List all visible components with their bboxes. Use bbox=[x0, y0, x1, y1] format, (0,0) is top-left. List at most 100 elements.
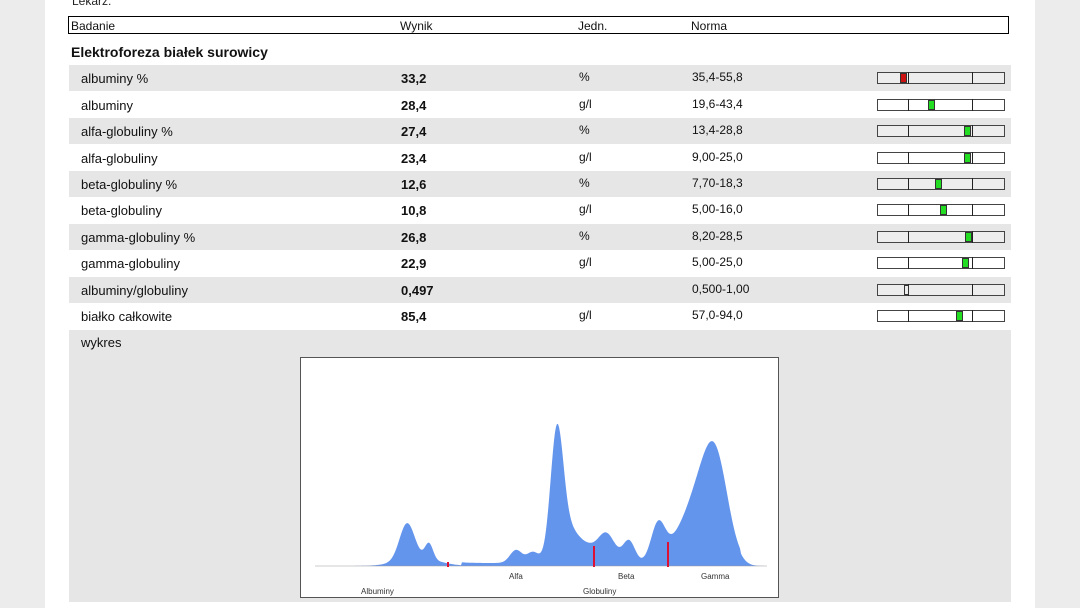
test-name: alfa-globuliny % bbox=[81, 124, 173, 139]
gauge-high-tick bbox=[972, 284, 973, 296]
gauge-low-tick bbox=[908, 257, 909, 269]
test-norm: 8,20-28,5 bbox=[692, 229, 743, 243]
gauge-low-tick bbox=[908, 99, 909, 111]
range-gauge bbox=[877, 152, 1005, 164]
test-value: 0,497 bbox=[401, 283, 434, 298]
gauge-marker bbox=[956, 311, 963, 321]
chart-label: wykres bbox=[81, 335, 122, 350]
test-norm: 9,00-25,0 bbox=[692, 150, 743, 164]
range-gauge bbox=[877, 72, 1005, 84]
test-norm: 13,4-28,8 bbox=[692, 123, 743, 137]
range-gauge bbox=[877, 178, 1005, 190]
test-name: beta-globuliny % bbox=[81, 177, 178, 192]
table-row: gamma-globuliny % 26,8% 8,20-28,5 bbox=[69, 224, 1011, 250]
gauge-low-tick bbox=[908, 152, 909, 164]
range-gauge bbox=[877, 284, 1005, 296]
gauge-high-tick bbox=[972, 125, 973, 137]
test-unit: % bbox=[579, 229, 590, 243]
range-gauge bbox=[877, 125, 1005, 137]
gauge-low-tick bbox=[908, 231, 909, 243]
test-norm: 7,70-18,3 bbox=[692, 176, 743, 190]
table-row: gamma-globuliny 22,9 g/l 5,00-25,0 bbox=[69, 250, 1011, 276]
gauge-high-tick bbox=[972, 152, 973, 164]
test-unit: g/l bbox=[579, 97, 592, 111]
section-title: Elektroforeza białek surowicy bbox=[71, 44, 268, 60]
electrophoresis-curve bbox=[315, 423, 767, 566]
gauge-marker bbox=[962, 258, 969, 268]
gauge-low-tick bbox=[908, 72, 909, 84]
range-gauge bbox=[877, 310, 1005, 322]
table-header: Badanie Wynik Jedn. Norma bbox=[68, 16, 1009, 34]
gauge-low-tick bbox=[908, 125, 909, 137]
table-row: alfa-globuliny % 27,4% 13,4-28,8 bbox=[69, 118, 1011, 144]
gauge-high-tick bbox=[972, 178, 973, 190]
test-norm: 19,6-43,4 bbox=[692, 97, 743, 111]
table-row: beta-globuliny 10,8 g/l 5,00-16,0 bbox=[69, 197, 1011, 223]
test-name: alfa-globuliny bbox=[81, 151, 158, 166]
gauge-high-tick bbox=[972, 310, 973, 322]
header-unit: Jedn. bbox=[578, 19, 608, 33]
gauge-marker bbox=[935, 179, 942, 189]
test-unit: g/l bbox=[579, 308, 592, 322]
test-norm: 0,500-1,00 bbox=[692, 282, 750, 296]
test-norm: 5,00-16,0 bbox=[692, 202, 743, 216]
test-value: 26,8 bbox=[401, 230, 427, 245]
test-name: albuminy/globuliny bbox=[81, 283, 188, 298]
table-row: białko całkowite 85,4 g/l 57,0-94,0 bbox=[69, 303, 1011, 329]
test-name: albuminy bbox=[81, 98, 134, 113]
range-gauge bbox=[877, 257, 1005, 269]
test-value: 23,4 bbox=[401, 151, 427, 166]
table-row: albuminy/globuliny 0,497 0,500-1,00 bbox=[69, 277, 1011, 303]
gauge-high-tick bbox=[972, 99, 973, 111]
peak-label-gamma: Gamma bbox=[701, 572, 730, 581]
gauge-low-tick bbox=[908, 178, 909, 190]
test-value: 10,8 bbox=[401, 203, 427, 218]
group-label-albuminy: Albuminy bbox=[361, 587, 394, 596]
chart-section: wykres Alfa Beta Gamma Albuminy Globulin… bbox=[69, 330, 1011, 602]
header-test: Badanie bbox=[71, 19, 116, 33]
gauge-marker bbox=[965, 232, 972, 242]
report-page: Lekarz: Badanie Wynik Jedn. Norma Elektr… bbox=[45, 0, 1035, 608]
electrophoresis-chart: Alfa Beta Gamma Albuminy Globuliny bbox=[300, 357, 779, 598]
test-value: 85,4 bbox=[401, 309, 427, 324]
gauge-marker bbox=[904, 285, 909, 295]
peak-label-beta: Beta bbox=[618, 572, 635, 581]
gauge-marker bbox=[940, 205, 947, 215]
test-name: gamma-globuliny bbox=[81, 256, 180, 271]
electrophoresis-curve-svg bbox=[315, 423, 767, 567]
test-unit: % bbox=[579, 70, 590, 84]
doctor-label: Lekarz: bbox=[72, 0, 112, 8]
gauge-low-tick bbox=[908, 204, 909, 216]
header-result: Wynik bbox=[400, 19, 433, 33]
test-unit: % bbox=[579, 176, 590, 190]
range-gauge bbox=[877, 99, 1005, 111]
test-unit: g/l bbox=[579, 255, 592, 269]
test-unit: % bbox=[579, 123, 590, 137]
test-norm: 5,00-25,0 bbox=[692, 255, 743, 269]
table-row: beta-globuliny % 12,6% 7,70-18,3 bbox=[69, 171, 1011, 197]
test-value: 27,4 bbox=[401, 124, 427, 139]
test-name: beta-globuliny bbox=[81, 203, 162, 218]
test-norm: 35,4-55,8 bbox=[692, 70, 743, 84]
table-row: alfa-globuliny 23,4 g/l 9,00-25,0 bbox=[69, 145, 1011, 171]
header-norm: Norma bbox=[691, 19, 728, 33]
gauge-high-tick bbox=[972, 231, 973, 243]
test-value: 12,6 bbox=[401, 177, 427, 192]
range-gauge bbox=[877, 231, 1005, 243]
gauge-low-tick bbox=[908, 310, 909, 322]
gauge-high-tick bbox=[972, 257, 973, 269]
test-norm: 57,0-94,0 bbox=[692, 308, 743, 322]
test-name: gamma-globuliny % bbox=[81, 230, 196, 245]
gauge-high-tick bbox=[972, 204, 973, 216]
table-row: albuminy % 33,2% 35,4-55,8 bbox=[69, 65, 1011, 91]
test-unit: g/l bbox=[579, 202, 592, 216]
test-value: 28,4 bbox=[401, 98, 427, 113]
test-value: 33,2 bbox=[401, 71, 427, 86]
gauge-high-tick bbox=[972, 72, 973, 84]
test-unit: g/l bbox=[579, 150, 592, 164]
range-gauge bbox=[877, 204, 1005, 216]
table-row: albuminy 28,4 g/l 19,6-43,4 bbox=[69, 92, 1011, 118]
group-label-globuliny: Globuliny bbox=[583, 587, 617, 596]
test-name: białko całkowite bbox=[81, 309, 173, 324]
gauge-marker bbox=[964, 126, 971, 136]
